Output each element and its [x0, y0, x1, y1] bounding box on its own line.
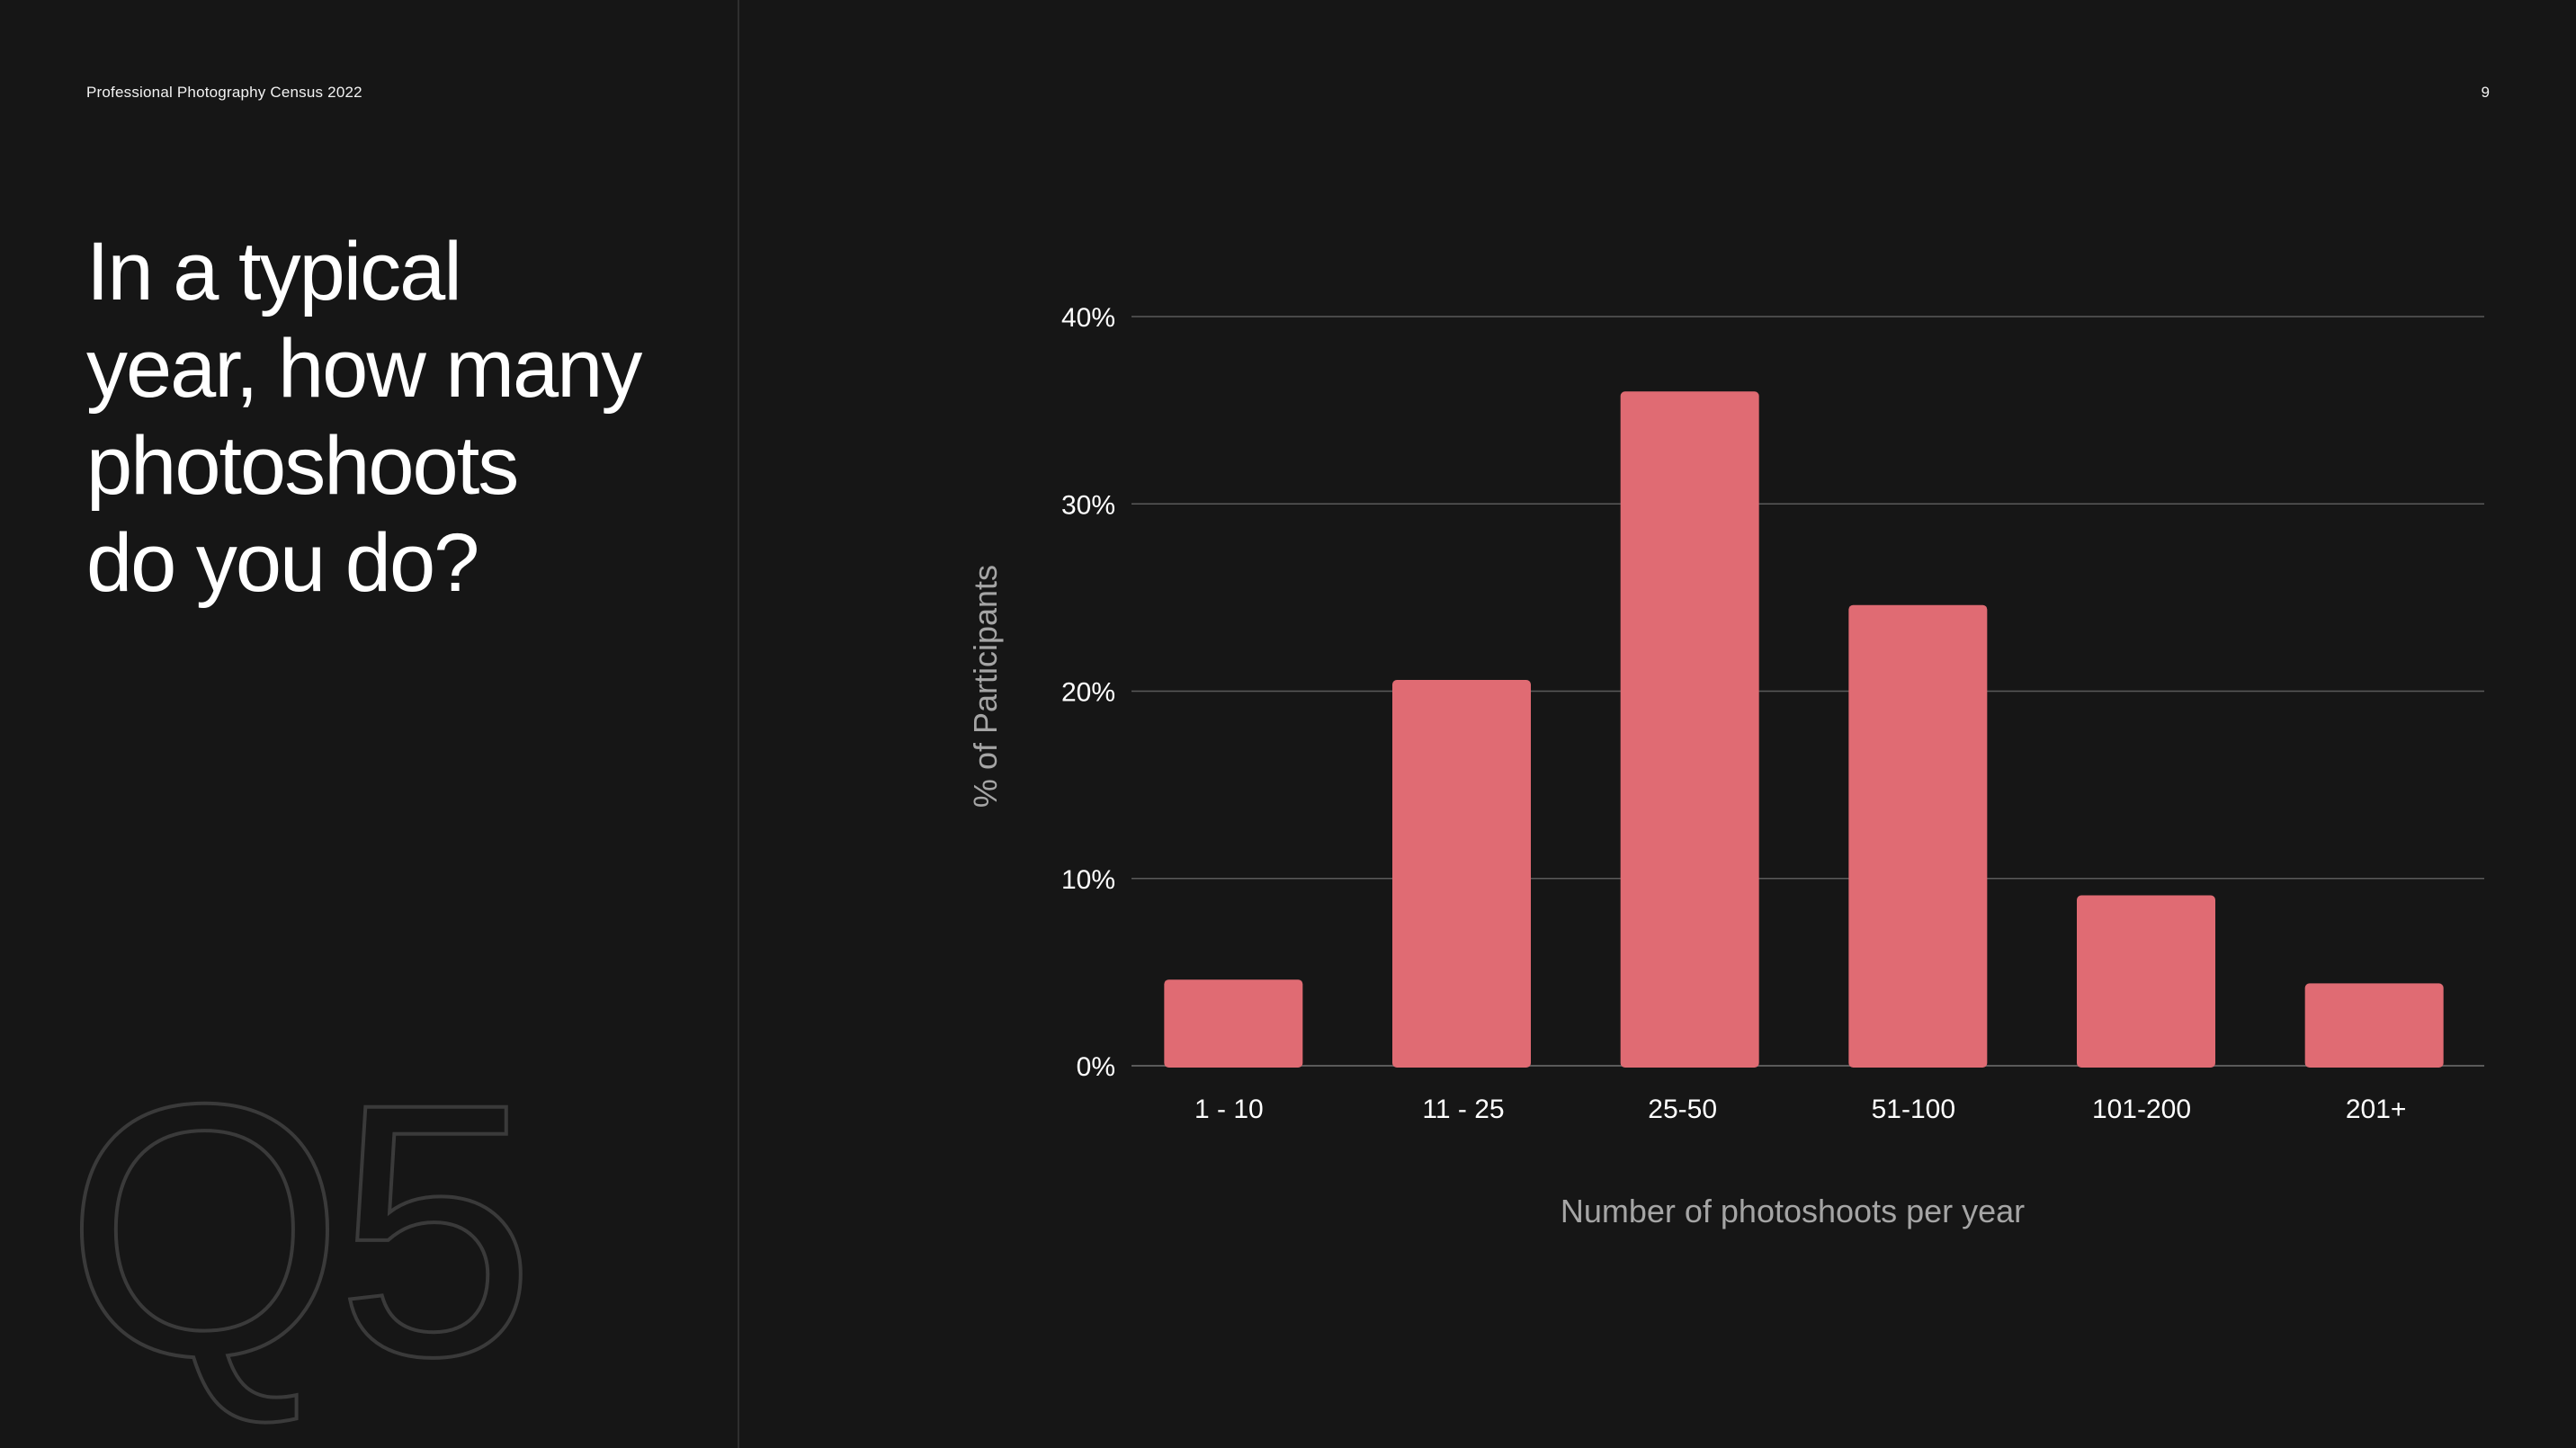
bar — [1848, 604, 1988, 1068]
bar — [2077, 895, 2215, 1068]
bar — [1392, 680, 1531, 1068]
report-title: Professional Photography Census 2022 — [86, 84, 362, 101]
x-tick-label: 201+ — [2346, 1095, 2407, 1124]
x-tick-label: 1 - 10 — [1194, 1095, 1264, 1124]
y-axis-title: % of Participants — [967, 565, 1004, 808]
y-tick-label: 0% — [1077, 1052, 1115, 1082]
vertical-divider — [738, 0, 739, 1448]
question-text: In a typical year, how many photoshoots … — [86, 223, 698, 612]
grid-lines — [1131, 316, 2484, 1067]
y-axis-ticks: 0% 10% 20% 30% 40% — [1061, 303, 1115, 1082]
y-tick-label: 40% — [1061, 303, 1115, 333]
question-line: photoshoots — [86, 420, 519, 512]
question-line: In a typical — [86, 226, 462, 317]
x-axis-title: Number of photoshoots per year — [1561, 1193, 2025, 1229]
x-tick-label: 11 - 25 — [1422, 1095, 1504, 1124]
x-tick-label: 25-50 — [1648, 1095, 1717, 1124]
question-line: year, how many — [86, 323, 642, 415]
y-tick-label: 20% — [1061, 678, 1115, 708]
page-number: 9 — [2481, 84, 2490, 101]
bars — [1164, 391, 2444, 1068]
question-line: do you do? — [86, 517, 479, 609]
x-axis-ticks: 1 - 10 11 - 25 25-50 51-100 101-200 201+ — [1194, 1095, 2406, 1124]
y-tick-label: 10% — [1061, 865, 1115, 895]
x-tick-label: 101-200 — [2092, 1095, 2191, 1124]
y-tick-label: 30% — [1061, 490, 1115, 520]
question-number: Q5 — [63, 1029, 538, 1431]
x-tick-label: 51-100 — [1872, 1095, 1955, 1124]
bar — [1164, 979, 1303, 1068]
bar — [2304, 983, 2444, 1068]
bar — [1620, 391, 1759, 1068]
